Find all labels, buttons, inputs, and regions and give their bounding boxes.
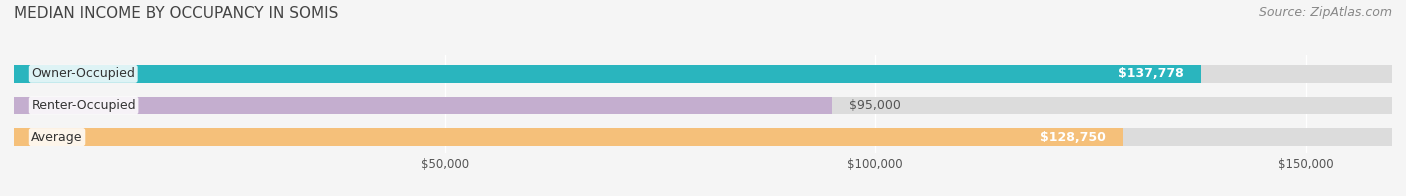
Bar <box>14 97 832 114</box>
Text: $137,778: $137,778 <box>1118 67 1184 80</box>
Text: Owner-Occupied: Owner-Occupied <box>31 67 135 80</box>
Bar <box>14 65 1392 83</box>
Bar <box>14 128 1392 146</box>
Text: Renter-Occupied: Renter-Occupied <box>31 99 136 112</box>
Text: Source: ZipAtlas.com: Source: ZipAtlas.com <box>1258 6 1392 19</box>
Bar <box>14 65 1201 83</box>
Bar <box>14 97 1392 114</box>
Text: Average: Average <box>31 131 83 144</box>
Text: MEDIAN INCOME BY OCCUPANCY IN SOMIS: MEDIAN INCOME BY OCCUPANCY IN SOMIS <box>14 6 339 21</box>
Text: $128,750: $128,750 <box>1039 131 1105 144</box>
Text: $95,000: $95,000 <box>849 99 901 112</box>
Bar <box>14 128 1123 146</box>
